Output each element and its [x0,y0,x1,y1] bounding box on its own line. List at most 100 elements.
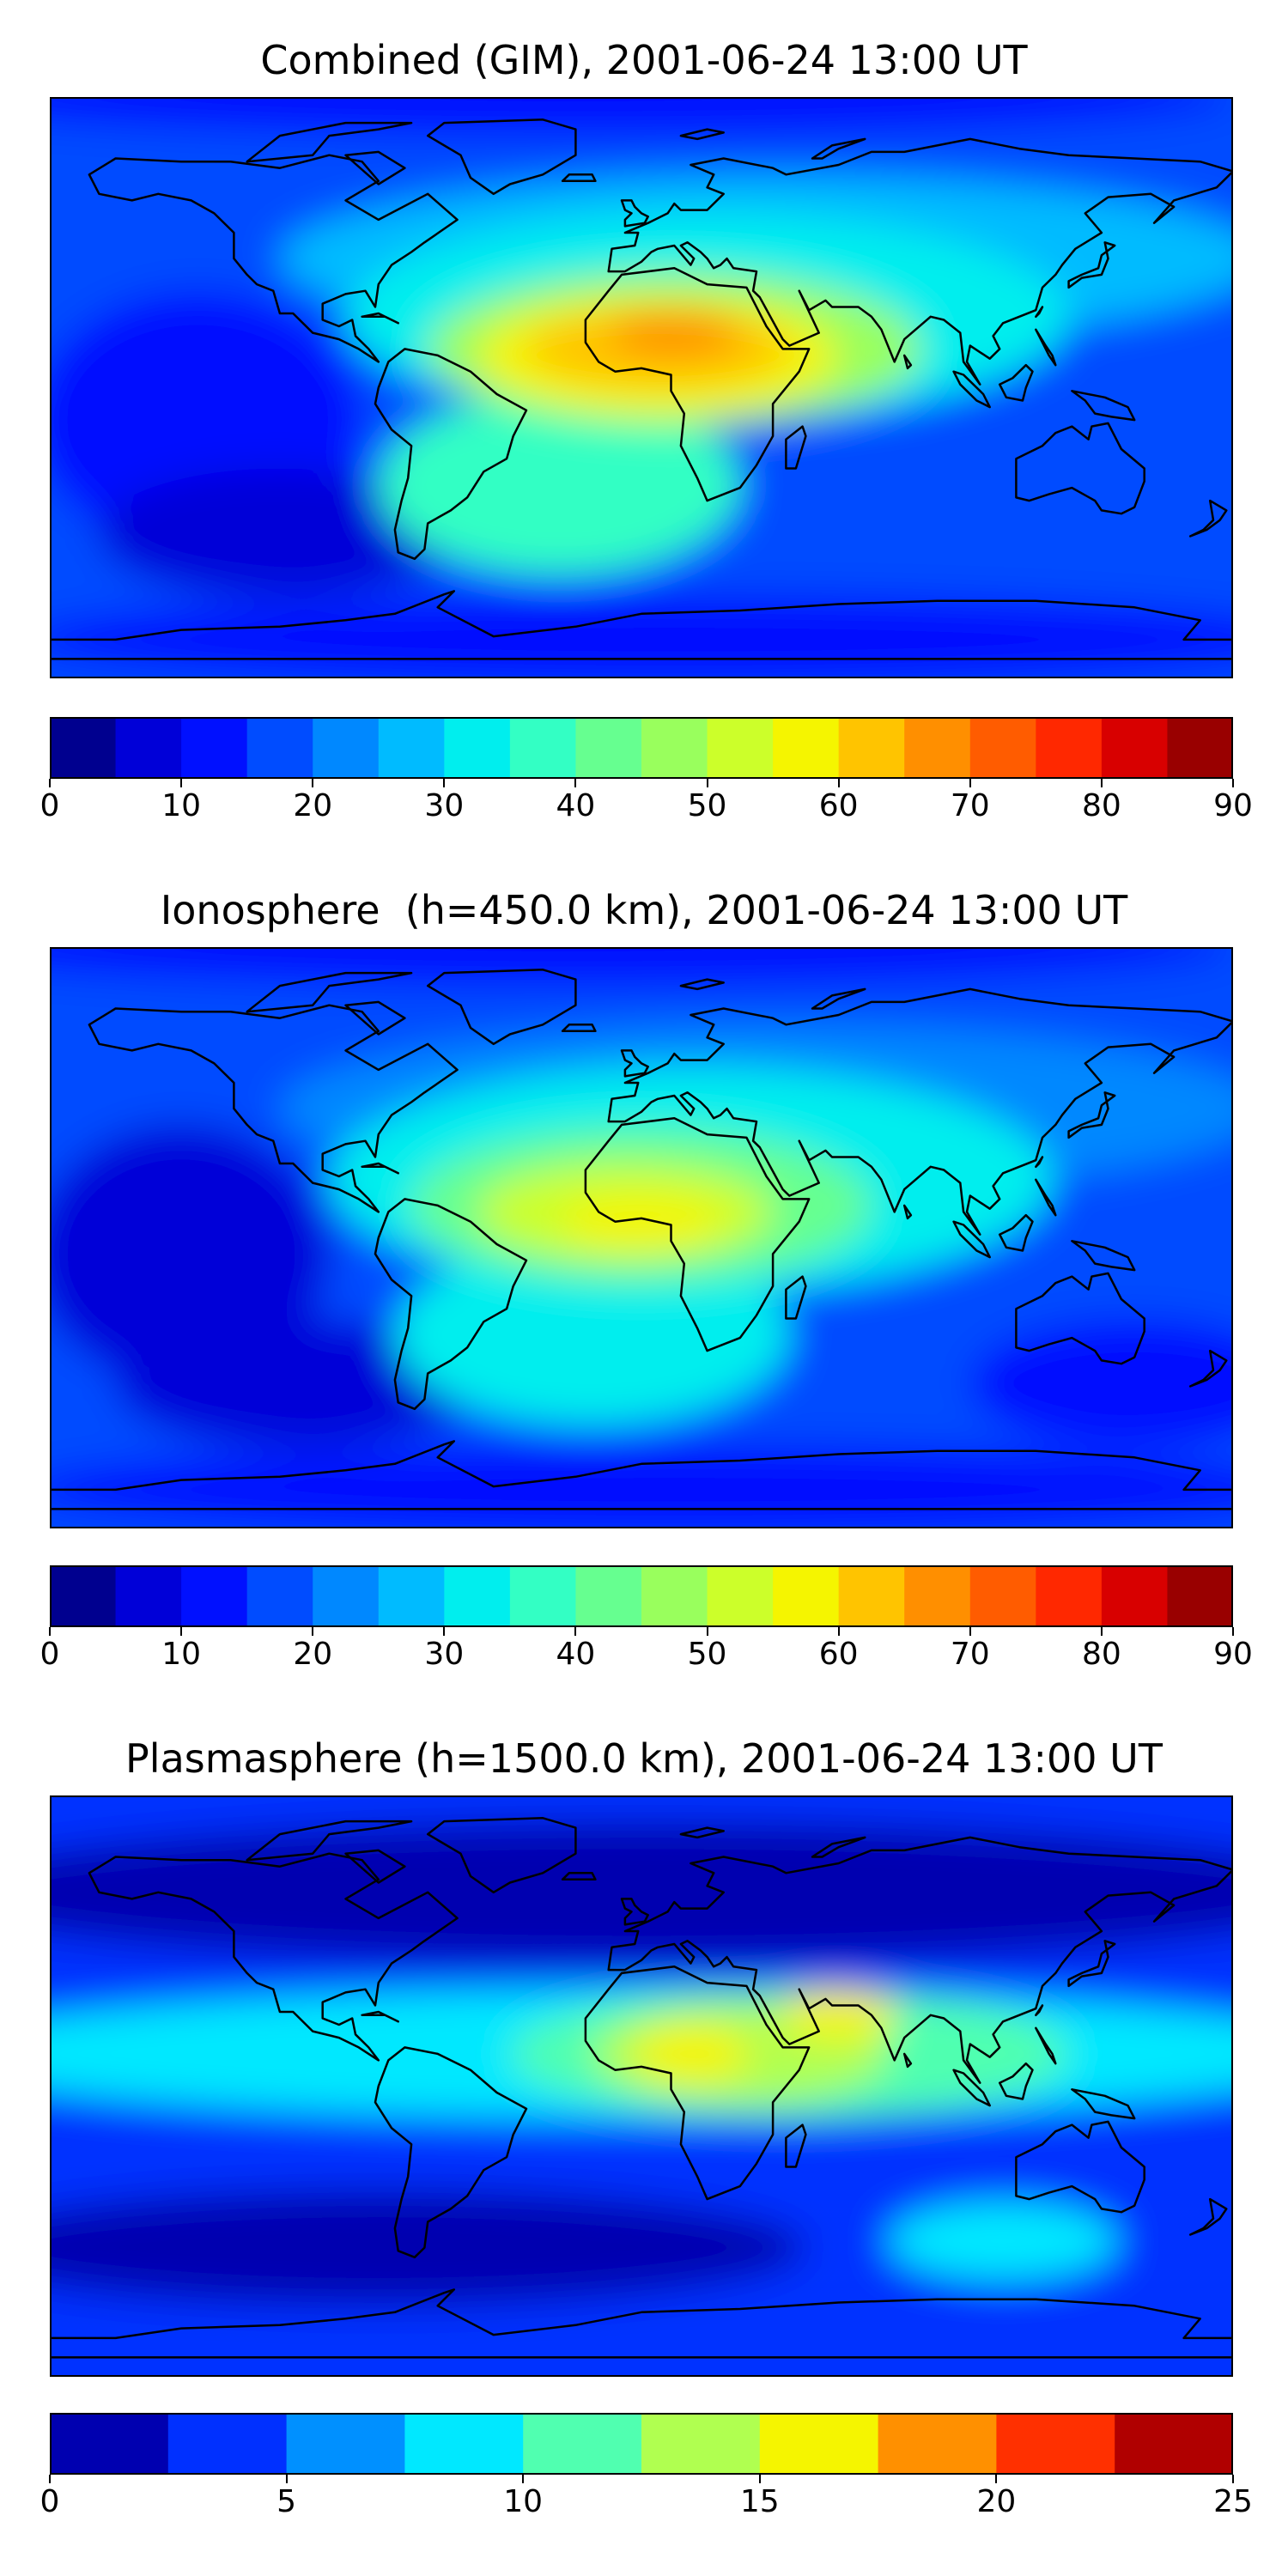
colorbar-tick-label: 15 [739,2484,780,2519]
colorbar-tick-mark [312,1627,314,1636]
coastline-north-america [88,1004,459,1213]
coastline-borneo [998,2062,1034,2100]
colorbar-segment [969,1565,1036,1627]
coastline-taiwan [1035,2004,1044,2017]
colorbar-tick-mark [1232,2475,1234,2483]
coastline-antarctica [50,590,1233,660]
coastline-greenland [426,969,577,1046]
coastline-sri-lanka [902,2052,913,2069]
coastline-greenland [426,1817,577,1894]
field-antarctic-band [50,1444,1233,1528]
colorbar-tick-label: 80 [1081,788,1121,823]
colorbar-tick-label: 40 [556,788,596,823]
coastline-eurasia [607,137,1233,386]
colorbar-tick-label: 0 [39,2484,60,2519]
coastline-arctic-islands [246,1820,413,1862]
colorbar-segment [969,717,1036,779]
coastline-sumatra [952,1220,991,1259]
coastline-madagascar [785,425,807,470]
colorbar-segment [509,1565,576,1627]
colorbar-segment [641,1565,708,1627]
coastline-sumatra [952,370,991,409]
colorbar-segment [575,717,642,779]
colorbar-segment [773,717,840,779]
coastline-antarctica [50,2288,1233,2359]
colorbar-tick-label: 20 [976,2484,1017,2519]
colorbar-tick-mark [285,2475,288,2483]
colorbar-tick-mark [758,2475,761,2483]
colorbar-tick-mark [49,2475,51,2483]
colorbar-segment [878,2413,997,2475]
field-north-band [50,1821,1233,1964]
colorbar-segment [707,1565,774,1627]
colorbar-tick-label: 70 [950,1637,990,1672]
coastline-sri-lanka [902,1204,913,1220]
colorbar-segment [404,2413,524,2475]
colorbar-frame [50,1565,1233,1627]
panel-2-coastlines [50,969,1233,1510]
coastline-iceland [561,173,597,183]
coastline-taiwan [1035,1156,1044,1169]
colorbar-segment [1167,1565,1233,1627]
coastline-north-america [88,154,459,363]
field-antarctic-band [50,594,1233,678]
field-australia-low [969,1318,1233,1448]
colorbar-tick-label: 10 [503,2484,544,2519]
colorbar-tick-mark [706,1627,708,1636]
panel-1-colorbar-ticks: 0 10 20 30 40 50 60 70 80 90 [40,779,1253,830]
coastline-philippines [1035,328,1057,367]
coastline-arctic-islands [246,121,413,163]
colorbar-tick-label: 60 [818,788,859,823]
colorbar-segment [904,1565,971,1627]
coastline-borneo [998,1213,1034,1252]
colorbar-tick-mark [574,779,577,787]
coastline-africa [584,1965,811,2201]
coastline-philippines [1035,2026,1057,2065]
coastline-south-america [374,2046,528,2259]
panel-3-coastlines [50,1817,1233,2359]
colorbar-tick-label: 20 [293,788,333,823]
colorbar-segment [313,1565,380,1627]
coastline-north-america [88,1852,459,2062]
colorbar-tick-mark [49,1627,51,1636]
colorbar-tick-label: 25 [1213,2484,1253,2519]
panel-3-field [50,1795,1233,2377]
field-southeast-pacific-low [99,468,461,598]
field-peak-core [559,1195,724,1248]
coastline-new-zealand [1188,1349,1228,1388]
colorbar-segment [50,1565,117,1627]
coastline-novaya-zemlya [811,137,866,160]
colorbar-tick-mark [180,779,183,787]
colorbar-segment [996,2413,1115,2475]
coastline-new-guinea [1071,390,1136,422]
coastline-great-britain [620,1049,649,1078]
colorbar-frame [50,717,1233,779]
coastline-iceland [561,1872,597,1881]
colorbar-tick-label: 50 [687,788,727,823]
colorbar-segment [50,2413,169,2475]
coastline-svalbard [679,128,725,141]
colorbar-segment [313,717,380,779]
coastline-iceland [561,1024,597,1033]
panel-2-field [50,947,1233,1528]
colorbar-tick-label: 0 [39,1637,60,1672]
field-polar-cap-north [50,97,1233,137]
colorbar-tick-mark [49,779,51,787]
colorbar-tick-mark [522,2475,525,2483]
coastline-south-america [374,348,528,561]
coastline-baffin-island [344,150,406,185]
coastline-great-britain [620,199,649,228]
panel-1-field [50,97,1233,678]
colorbar-segment [181,717,248,779]
coastline-novaya-zemlya [811,987,866,1010]
colorbar-tick-mark [180,1627,183,1636]
colorbar-tick-label: 80 [1081,1637,1121,1672]
field-pacific-low [50,1124,330,1383]
field-southern-ocean-patch [888,2202,1119,2281]
panel-2-colorbar-ticks: 0 10 20 30 40 50 60 70 80 90 [40,1627,1253,1679]
coastline-south-america [374,1198,528,1411]
panel-3-colorbar [50,2413,1233,2475]
colorbar-tick-label: 70 [950,788,990,823]
colorbar-segment [641,717,708,779]
colorbar-frame [50,2413,1233,2475]
